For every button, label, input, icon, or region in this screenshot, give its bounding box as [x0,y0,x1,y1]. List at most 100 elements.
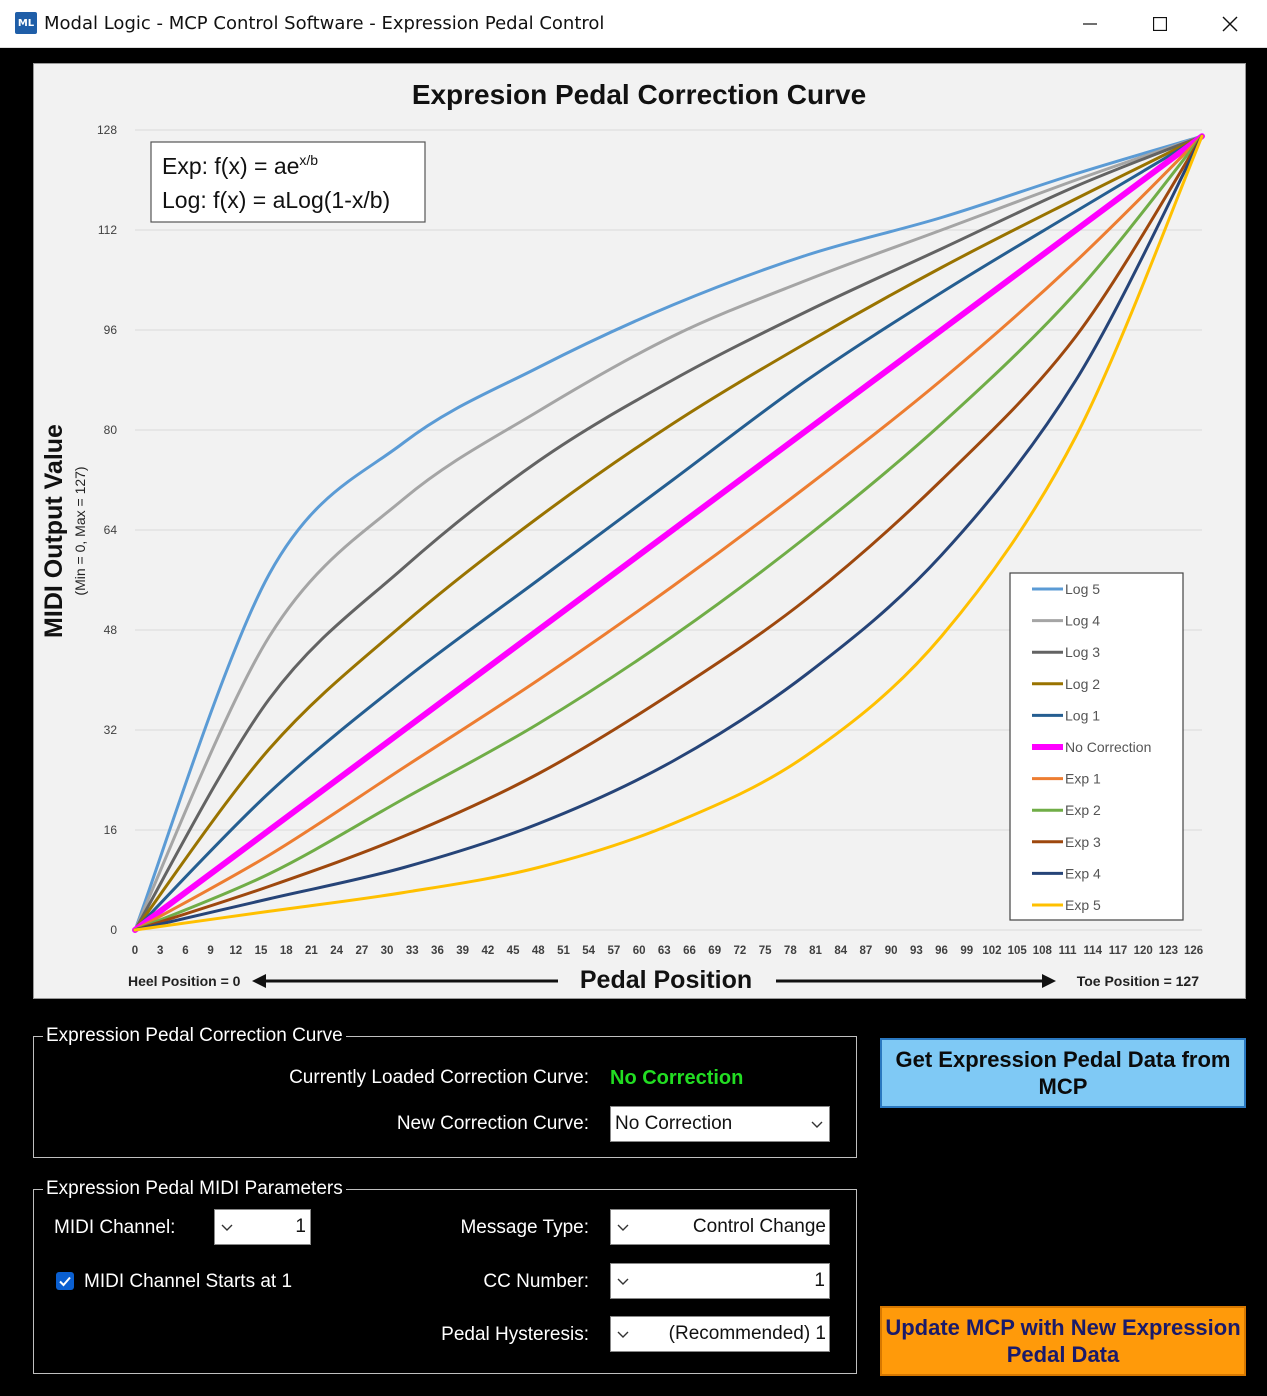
midi-channel-starts-at-1-label[interactable]: MIDI Channel Starts at 1 [84,1271,293,1292]
x-tick-label: 3 [157,945,163,957]
y-tick-label: 128 [97,123,117,137]
pedal-hysteresis-value: (Recommended) 1 [668,1323,826,1344]
message-type-label: Message Type: [460,1217,589,1238]
minimize-icon [1083,22,1097,25]
legend-entry: Log 4 [1065,613,1100,629]
x-tick-label: 9 [207,945,213,957]
x-tick-label: 36 [431,945,444,957]
correction-curve-group: Expression Pedal Correction Curve [33,1025,857,1158]
series-line-no-correction [132,133,1205,933]
x-tick-label: 12 [229,945,242,957]
correction-curve-group-title: Expression Pedal Correction Curve [43,1025,346,1047]
midi-channel-label: MIDI Channel: [54,1217,176,1238]
formula-exp: Exp: f(x) = aex/b [162,152,318,179]
x-tick-label: 33 [406,945,419,957]
y-tick-label: 64 [104,523,118,537]
x-tick-label: 117 [1109,945,1128,957]
series-line-log-3 [133,134,1204,932]
maximize-icon [1153,16,1167,31]
x-tick-label: 126 [1184,945,1203,957]
cc-number-select[interactable]: 1 [610,1263,830,1299]
x-tick-label: 108 [1033,945,1053,957]
midi-channel-starts-at-1-checkbox[interactable] [56,1272,74,1290]
x-tick-label: 102 [982,945,1001,957]
x-tick-label: 18 [280,945,293,957]
x-tick-label: 54 [582,945,595,957]
legend-entry: Exp 5 [1065,897,1101,913]
x-tick-label: 63 [658,945,671,957]
x-tick-label: 78 [784,945,797,957]
y-tick-label: 16 [104,823,118,837]
chart-title: Expresion Pedal Correction Curve [412,79,866,110]
legend-entry: Exp 2 [1065,802,1101,818]
message-type-select[interactable]: Control Change [610,1209,830,1245]
pedal-hysteresis-label: Pedal Hysteresis: [441,1324,589,1345]
legend-entry: Exp 3 [1065,834,1101,850]
x-tick-label: 111 [1059,945,1078,957]
legend-entry: No Correction [1065,739,1151,755]
y-tick-label: 32 [104,723,118,737]
formula-box [150,141,426,223]
mcp-app-icon: ML [15,12,37,34]
x-tick-label: 42 [481,945,494,957]
x-tick-label: 123 [1159,945,1178,957]
y-tick-label: 112 [98,223,117,237]
minimize-button[interactable] [1055,0,1125,47]
maximize-button[interactable] [1125,0,1195,47]
close-icon [1222,16,1238,31]
current-curve-label: Currently Loaded Correction Curve: [289,1067,589,1088]
new-curve-select-value: No Correction [615,1113,733,1134]
new-curve-select[interactable]: No Correction [610,1106,830,1142]
x-tick-label: 39 [456,945,469,957]
x-tick-label: 0 [132,945,138,957]
series-line-log-5 [133,134,1204,932]
chevron-down-icon [221,1224,233,1231]
close-button[interactable] [1195,0,1265,47]
x-tick-label: 30 [381,945,394,957]
x-tick-label: 15 [255,945,268,957]
series-line-exp-1 [133,134,1204,932]
x-tick-label: 69 [708,945,721,957]
x-tick-label: 120 [1134,945,1153,957]
x-tick-label: 6 [182,945,188,957]
x-tick-label: 105 [1008,945,1028,957]
chevron-down-icon [811,1121,823,1128]
right-arrow-icon [776,974,1056,988]
x-axis-toe-note: Toe Position = 127 [1077,973,1199,989]
new-curve-label: New Correction Curve: [396,1113,589,1134]
window-title: Modal Logic - MCP Control Software - Exp… [44,13,605,34]
legend-entry: Log 2 [1065,676,1100,692]
series-line-exp-5 [133,134,1204,932]
x-tick-label: 57 [607,945,620,957]
x-tick-label: 21 [305,945,318,957]
legend-entry: Exp 4 [1065,865,1101,881]
checkmark-icon [59,1276,71,1287]
x-tick-label: 72 [734,945,747,957]
current-curve-value: No Correction [610,1067,744,1089]
y-axis-sublabel: (Min = 0, Max = 127) [72,466,88,595]
legend-entry: Log 3 [1065,644,1100,660]
legend-entry: Log 1 [1065,707,1100,723]
midi-parameters-group-title: Expression Pedal MIDI Parameters [43,1178,346,1200]
x-tick-label: 96 [935,945,948,957]
series-line-exp-3 [133,134,1204,932]
x-axis-label: Pedal Position [580,966,752,994]
legend-entry: Log 5 [1065,581,1100,597]
pedal-hysteresis-select[interactable]: (Recommended) 1 [610,1316,830,1352]
get-pedal-data-button[interactable]: Get Expression Pedal Data from MCP [880,1038,1246,1108]
x-tick-label: 90 [885,945,898,957]
x-axis-heel-note: Heel Position = 0 [128,973,241,989]
chevron-down-icon [617,1331,629,1338]
x-tick-label: 66 [683,945,696,957]
message-type-value: Control Change [692,1216,826,1237]
midi-channel-select[interactable]: 1 [214,1209,311,1245]
midi-parameters-group: Expression Pedal MIDI Parameters [33,1178,857,1374]
chevron-down-icon [617,1224,629,1231]
series-line-log-2 [133,134,1204,932]
x-tick-label: 87 [860,945,873,957]
update-mcp-button[interactable]: Update MCP with New Expression Pedal Dat… [880,1306,1246,1376]
x-tick-label: 114 [1083,945,1102,957]
cc-number-label: CC Number: [483,1271,589,1292]
midi-channel-value: 1 [295,1216,306,1237]
